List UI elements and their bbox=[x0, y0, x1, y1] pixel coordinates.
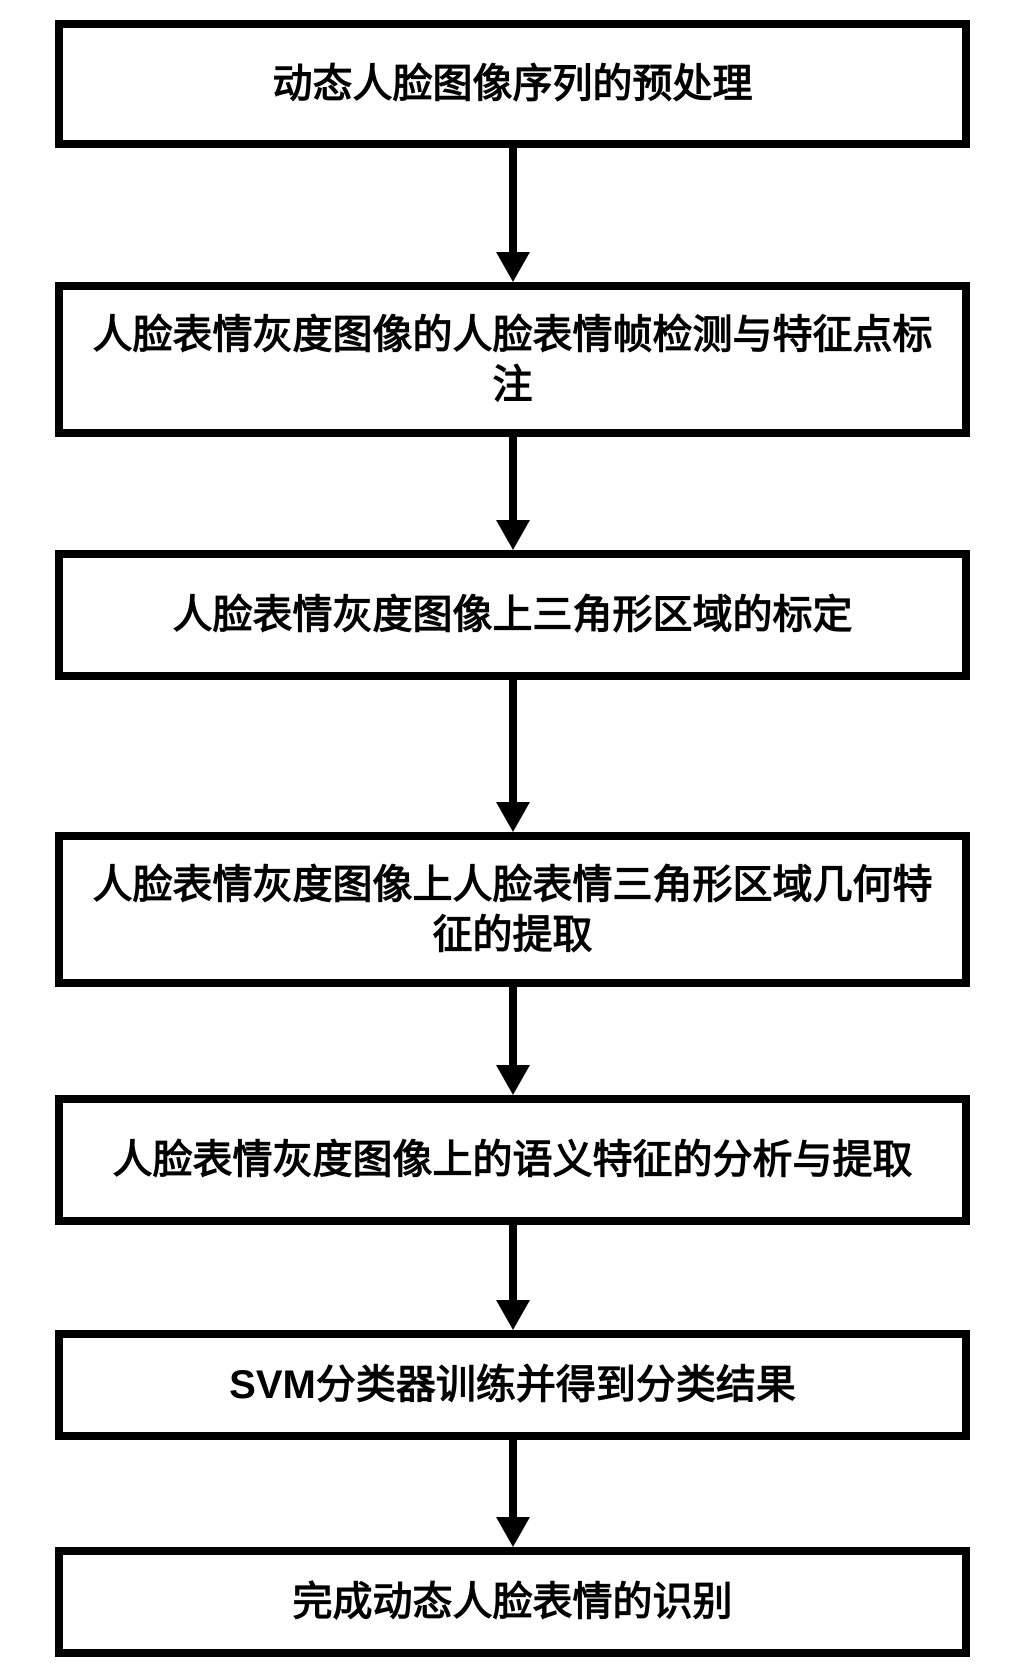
flow-node-label: 人脸表情灰度图像上三角形区域的标定 bbox=[173, 590, 853, 640]
flowchart-canvas: 动态人脸图像序列的预处理人脸表情灰度图像的人脸表情帧检测与特征点标注人脸表情灰度… bbox=[0, 0, 1019, 1678]
flow-edge-line bbox=[509, 987, 517, 1065]
flow-node-n1: 动态人脸图像序列的预处理 bbox=[55, 20, 970, 148]
flow-edge-line bbox=[509, 1225, 517, 1300]
flow-edge-line bbox=[509, 148, 517, 252]
flow-edge-line bbox=[509, 1440, 517, 1517]
flow-node-n7: 完成动态人脸表情的识别 bbox=[55, 1547, 970, 1657]
flow-node-label: 人脸表情灰度图像上人脸表情三角形区域几何特征的提取 bbox=[83, 860, 942, 960]
flow-node-label: 动态人脸图像序列的预处理 bbox=[273, 59, 753, 109]
flow-node-label: 人脸表情灰度图像上的语义特征的分析与提取 bbox=[113, 1135, 913, 1185]
flow-node-n5: 人脸表情灰度图像上的语义特征的分析与提取 bbox=[55, 1095, 970, 1225]
flow-edge-line bbox=[509, 437, 517, 520]
flow-edge-arrowhead bbox=[496, 1300, 530, 1330]
flow-node-n3: 人脸表情灰度图像上三角形区域的标定 bbox=[55, 550, 970, 680]
flow-node-label: 完成动态人脸表情的识别 bbox=[293, 1577, 733, 1627]
flow-node-label: SVM分类器训练并得到分类结果 bbox=[229, 1360, 796, 1410]
flow-node-n2: 人脸表情灰度图像的人脸表情帧检测与特征点标注 bbox=[55, 282, 970, 437]
flow-edge-arrowhead bbox=[496, 1517, 530, 1547]
flow-node-n6: SVM分类器训练并得到分类结果 bbox=[55, 1330, 970, 1440]
flow-edge-arrowhead bbox=[496, 802, 530, 832]
flow-node-label: 人脸表情灰度图像的人脸表情帧检测与特征点标注 bbox=[83, 310, 942, 410]
flow-edge-arrowhead bbox=[496, 252, 530, 282]
flow-edge-line bbox=[509, 680, 517, 802]
flow-edge-arrowhead bbox=[496, 1065, 530, 1095]
flow-node-n4: 人脸表情灰度图像上人脸表情三角形区域几何特征的提取 bbox=[55, 832, 970, 987]
flow-edge-arrowhead bbox=[496, 520, 530, 550]
